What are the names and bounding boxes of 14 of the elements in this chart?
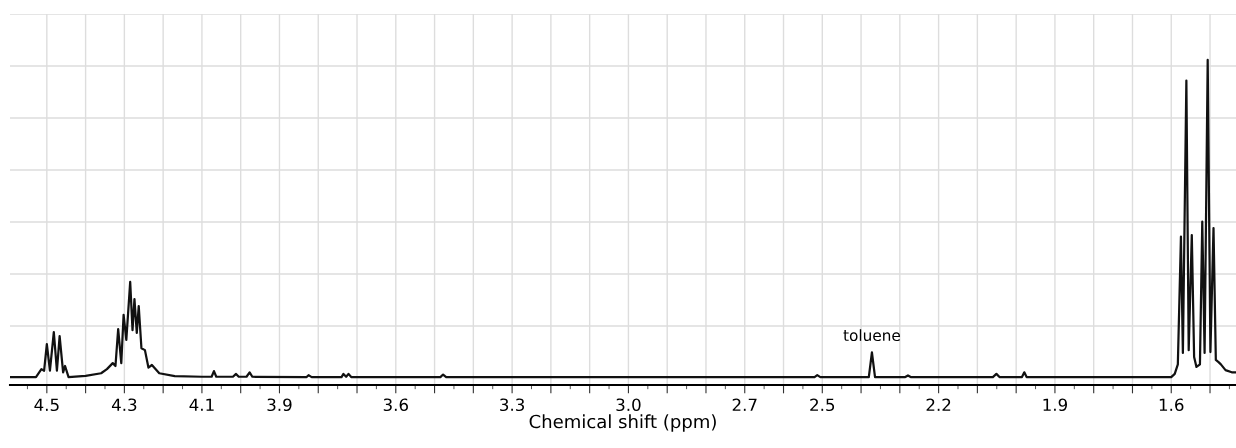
x-tick-label: 1.6 xyxy=(1159,398,1184,412)
x-tick-label: 4.1 xyxy=(189,398,214,411)
x-tick-label: 2.7 xyxy=(732,398,757,411)
x-axis-title: Chemical shift (ppm) xyxy=(529,414,716,432)
x-tick-label: 2.5 xyxy=(810,398,835,412)
x-tick-label: 4.5 xyxy=(34,398,59,412)
x-tick-label: 3.6 xyxy=(383,398,408,412)
x-tick-label: 3.3 xyxy=(500,398,525,412)
x-tick-label: 3.0 xyxy=(616,398,641,412)
annotation: toluene xyxy=(843,329,900,342)
x-tick-label: 4.3 xyxy=(111,398,137,412)
x-tick-label: 1.9 xyxy=(1043,398,1068,412)
x-tick-label: 3.9 xyxy=(267,398,292,412)
x-tick-label: 2.2 xyxy=(926,398,951,411)
